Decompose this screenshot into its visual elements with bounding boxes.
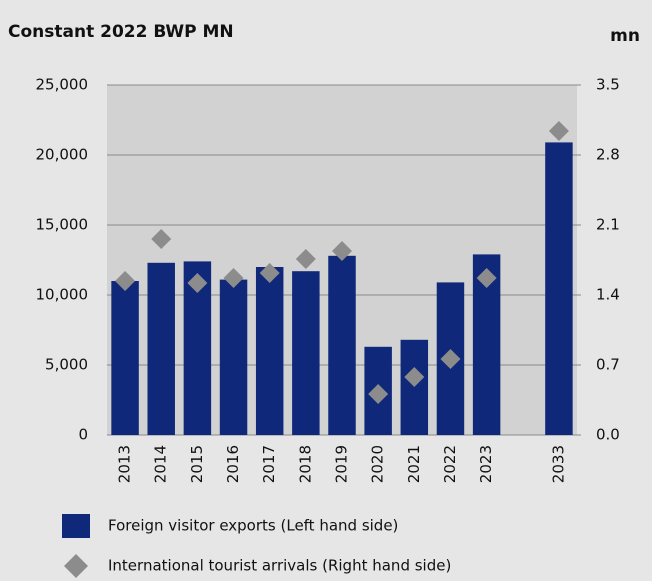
- bar: [111, 281, 139, 435]
- y-tick-label: 10,000: [36, 286, 89, 304]
- x-tick-label: 2021: [405, 445, 423, 483]
- diamond-marker: [187, 273, 208, 293]
- x-tick-label: 2020: [369, 445, 387, 483]
- legend-swatch: [64, 554, 88, 578]
- diamond-marker: [259, 263, 280, 283]
- bar: [147, 262, 175, 435]
- x-tick-label: 2017: [260, 445, 278, 483]
- y-tick-label: 5,000: [45, 356, 88, 374]
- diamond-marker: [223, 268, 244, 288]
- legend-label: International tourist arrivals (Right ha…: [108, 557, 451, 575]
- bar: [328, 255, 356, 435]
- x-tick-label: 2014: [152, 445, 170, 483]
- y-tick-label: 25,000: [36, 76, 89, 94]
- legend-label: Foreign visitor exports (Left hand side): [108, 517, 398, 535]
- y2-tick-label: 0.7: [596, 356, 620, 374]
- diamond-marker: [295, 249, 316, 269]
- bar: [255, 267, 284, 435]
- legend-swatch: [62, 514, 90, 538]
- x-tick-label: 2019: [333, 445, 351, 483]
- y2-tick-label: 3.5: [596, 76, 620, 94]
- bar: [219, 279, 248, 435]
- x-tick-label: 2023: [477, 445, 495, 483]
- diamond-marker: [332, 241, 352, 261]
- diamond-marker: [476, 268, 497, 288]
- diamond-marker: [548, 121, 569, 141]
- bar: [400, 339, 429, 435]
- x-tick-label: 2033: [549, 445, 567, 483]
- diamond-marker: [115, 271, 136, 291]
- bar: [545, 142, 573, 435]
- y2-axis-label: mn: [610, 26, 640, 46]
- diamond-marker: [440, 349, 461, 369]
- x-tick-label: 2015: [188, 445, 206, 483]
- x-tick-label: 2013: [116, 445, 134, 483]
- y2-tick-label: 0.0: [596, 426, 620, 444]
- y-tick-label: 20,000: [36, 146, 89, 164]
- diamond-marker: [368, 384, 389, 404]
- bar: [292, 271, 320, 435]
- x-tick-label: 2018: [296, 445, 314, 483]
- x-tick-label: 2016: [224, 445, 242, 483]
- y2-tick-label: 2.8: [596, 146, 620, 164]
- x-tick-label: 2022: [441, 445, 459, 483]
- chart-title: Constant 2022 BWP MN: [8, 22, 234, 42]
- diamond-marker: [151, 229, 172, 249]
- y-tick-label: 0: [78, 426, 88, 444]
- y2-tick-label: 1.4: [596, 286, 620, 304]
- diamond-marker: [404, 367, 425, 387]
- y-tick-label: 15,000: [36, 216, 89, 234]
- y2-tick-label: 2.1: [596, 216, 620, 234]
